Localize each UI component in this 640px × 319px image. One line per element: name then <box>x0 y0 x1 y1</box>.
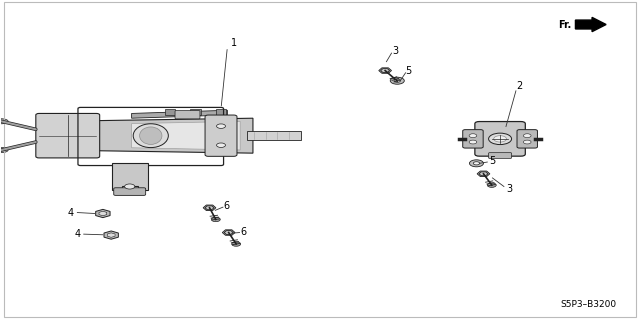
Circle shape <box>216 124 225 128</box>
Text: 5: 5 <box>490 156 495 166</box>
Polygon shape <box>96 209 110 218</box>
Polygon shape <box>222 230 235 235</box>
FancyBboxPatch shape <box>114 188 146 196</box>
Circle shape <box>524 134 531 137</box>
FancyBboxPatch shape <box>475 122 525 156</box>
Ellipse shape <box>0 119 8 124</box>
Circle shape <box>473 162 479 165</box>
Text: 1: 1 <box>231 38 237 48</box>
FancyBboxPatch shape <box>36 114 100 158</box>
Circle shape <box>211 217 220 222</box>
FancyBboxPatch shape <box>175 111 200 119</box>
Text: 6: 6 <box>223 201 229 211</box>
Text: S5P3–B3200: S5P3–B3200 <box>561 300 617 308</box>
Polygon shape <box>132 122 240 150</box>
Circle shape <box>394 79 401 82</box>
Bar <box>246 131 301 140</box>
Circle shape <box>390 77 404 84</box>
Text: 4: 4 <box>74 229 81 239</box>
Text: 5: 5 <box>405 66 412 76</box>
Text: 3: 3 <box>507 184 513 194</box>
FancyBboxPatch shape <box>517 130 538 148</box>
Ellipse shape <box>0 148 8 152</box>
Circle shape <box>487 183 496 187</box>
Circle shape <box>493 136 506 142</box>
Polygon shape <box>132 110 227 118</box>
Circle shape <box>469 134 477 137</box>
Polygon shape <box>108 233 115 237</box>
FancyArrow shape <box>575 17 606 32</box>
Polygon shape <box>99 211 107 216</box>
FancyBboxPatch shape <box>165 109 175 115</box>
Circle shape <box>216 143 225 147</box>
Circle shape <box>469 140 477 144</box>
Polygon shape <box>113 163 148 190</box>
Polygon shape <box>379 68 392 73</box>
Circle shape <box>488 133 511 145</box>
FancyBboxPatch shape <box>216 109 226 115</box>
Circle shape <box>393 79 402 83</box>
Text: 3: 3 <box>392 46 399 56</box>
FancyBboxPatch shape <box>205 115 237 156</box>
Polygon shape <box>49 118 253 153</box>
Polygon shape <box>224 231 233 234</box>
FancyBboxPatch shape <box>488 153 511 159</box>
FancyBboxPatch shape <box>463 130 483 148</box>
Text: Fr.: Fr. <box>557 19 571 30</box>
Text: 2: 2 <box>516 81 522 91</box>
Ellipse shape <box>133 124 168 148</box>
Polygon shape <box>104 231 118 239</box>
Circle shape <box>232 242 241 246</box>
Text: 6: 6 <box>240 227 246 237</box>
Polygon shape <box>479 172 488 176</box>
Circle shape <box>524 140 531 144</box>
FancyBboxPatch shape <box>190 109 200 115</box>
Polygon shape <box>477 171 490 176</box>
Polygon shape <box>203 205 216 211</box>
Circle shape <box>125 184 135 189</box>
Polygon shape <box>381 69 390 72</box>
Circle shape <box>469 160 483 167</box>
Polygon shape <box>205 206 214 210</box>
Text: 4: 4 <box>68 208 74 218</box>
Ellipse shape <box>140 127 162 145</box>
